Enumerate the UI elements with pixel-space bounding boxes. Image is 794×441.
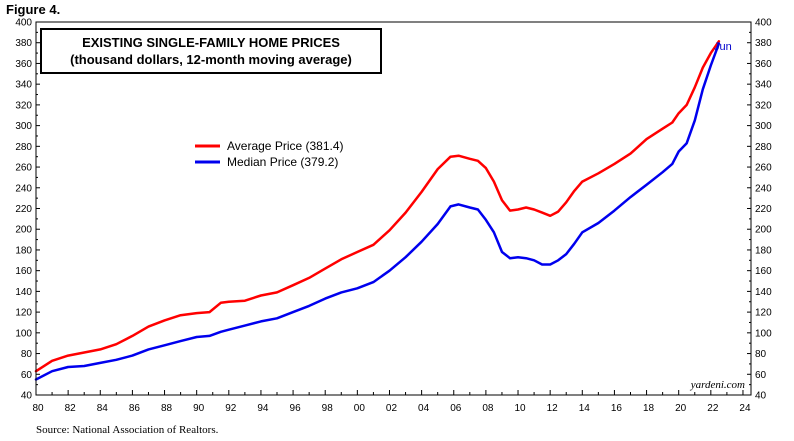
y-tick-label-left: 60 <box>21 370 33 381</box>
y-axis-labels-left: 40 60 80 100 120 140 160 180 200 220 240 260 280 300 3… <box>15 18 32 402</box>
legend: Average Price (381.4) Median Price (379.… <box>195 139 344 169</box>
legend-label-median: Median Price (379.2) <box>227 155 338 169</box>
x-tick-label: 20 <box>675 403 687 414</box>
y-tick-label-right: 300 <box>755 121 772 132</box>
figure-label: Figure 4. <box>6 2 61 17</box>
y-tick-label-right: 200 <box>755 225 772 236</box>
x-tick-label: 02 <box>386 403 398 414</box>
y-tick-label-left: 340 <box>15 80 32 91</box>
x-tick-label: 10 <box>514 403 526 414</box>
y-tick-label-left: 380 <box>15 38 32 49</box>
y-tick-label-left: 360 <box>15 59 32 70</box>
x-tick-label: 94 <box>257 403 269 414</box>
series-lines <box>34 40 721 381</box>
y-tick-label-left: 240 <box>15 183 32 194</box>
chart-title-line2: (thousand dollars, 12-month moving avera… <box>70 52 352 67</box>
source-note: Source: National Association of Realtors… <box>36 424 219 436</box>
x-tick-label: 92 <box>225 403 237 414</box>
x-tick-label: 22 <box>707 403 719 414</box>
y-tick-label-right: 240 <box>755 183 772 194</box>
x-tick-label: 04 <box>418 403 430 414</box>
x-tick-label: 80 <box>32 403 44 414</box>
y-tick-label-left: 260 <box>15 163 32 174</box>
x-tick-label: 84 <box>97 403 109 414</box>
y-tick-label-left: 280 <box>15 142 32 153</box>
plot-frame <box>35 21 752 396</box>
y-tick-label-left: 160 <box>15 266 32 277</box>
y-tick-label-left: 320 <box>15 100 32 111</box>
y-tick-label-left: 80 <box>21 349 33 360</box>
y-tick-label-right: 280 <box>755 142 772 153</box>
x-tick-label: 18 <box>643 403 655 414</box>
y-tick-label-right: 400 <box>755 18 772 29</box>
y-tick-label-right: 380 <box>755 38 772 49</box>
series-line-average-price <box>34 40 721 373</box>
x-tick-label: 98 <box>322 403 334 414</box>
x-tick-label: 86 <box>129 403 141 414</box>
y-tick-label-right: 180 <box>755 245 772 256</box>
x-tick-label: 14 <box>579 403 591 414</box>
x-tick-label: 12 <box>547 403 559 414</box>
watermark: yardeni.com <box>690 379 745 391</box>
y-tick-label-right: 140 <box>755 287 772 298</box>
x-tick-label: 88 <box>161 403 173 414</box>
y-tick-label-right: 120 <box>755 308 772 319</box>
axis-ticks <box>35 21 751 396</box>
y-tick-label-left: 100 <box>15 328 32 339</box>
x-tick-label: 06 <box>450 403 462 414</box>
y-tick-label-left: 200 <box>15 225 32 236</box>
y-tick-label-left: 300 <box>15 121 32 132</box>
y-tick-label-left: 400 <box>15 18 32 29</box>
y-tick-label-right: 60 <box>755 370 767 381</box>
y-tick-label-left: 220 <box>15 204 32 215</box>
x-tick-label: 16 <box>611 403 623 414</box>
title-box <box>40 28 382 74</box>
x-tick-label: 00 <box>354 403 366 414</box>
y-tick-label-right: 80 <box>755 349 767 360</box>
x-tick-label: 08 <box>482 403 494 414</box>
series-line-median-price <box>34 42 721 381</box>
y-tick-label-left: 40 <box>21 391 33 402</box>
x-tick-label: 24 <box>739 403 751 414</box>
y-tick-label-right: 160 <box>755 266 772 277</box>
y-tick-label-right: 340 <box>755 80 772 91</box>
y-tick-label-left: 140 <box>15 287 32 298</box>
end-point-label: Jun <box>714 41 732 53</box>
y-axis-labels-right: 40 60 80 100 120 140 160 180 200 220 240 260 280 300 3… <box>755 18 772 402</box>
x-tick-label: 90 <box>193 403 205 414</box>
y-tick-label-right: 40 <box>755 391 767 402</box>
y-tick-label-right: 100 <box>755 328 772 339</box>
legend-label-average: Average Price (381.4) <box>227 139 344 153</box>
y-tick-label-right: 220 <box>755 204 772 215</box>
x-tick-label: 82 <box>65 403 77 414</box>
y-tick-label-right: 360 <box>755 59 772 70</box>
x-axis-labels: 80 82 84 86 88 90 92 94 96 98 00 02 04 06 08 10 12 14 16 18… <box>32 403 751 414</box>
y-tick-label-left: 120 <box>15 308 32 319</box>
y-tick-label-right: 320 <box>755 100 772 111</box>
x-tick-label: 96 <box>290 403 302 414</box>
y-tick-label-right: 260 <box>755 163 772 174</box>
y-tick-label-left: 180 <box>15 245 32 256</box>
chart-title-line1: EXISTING SINGLE-FAMILY HOME PRICES <box>82 35 340 50</box>
